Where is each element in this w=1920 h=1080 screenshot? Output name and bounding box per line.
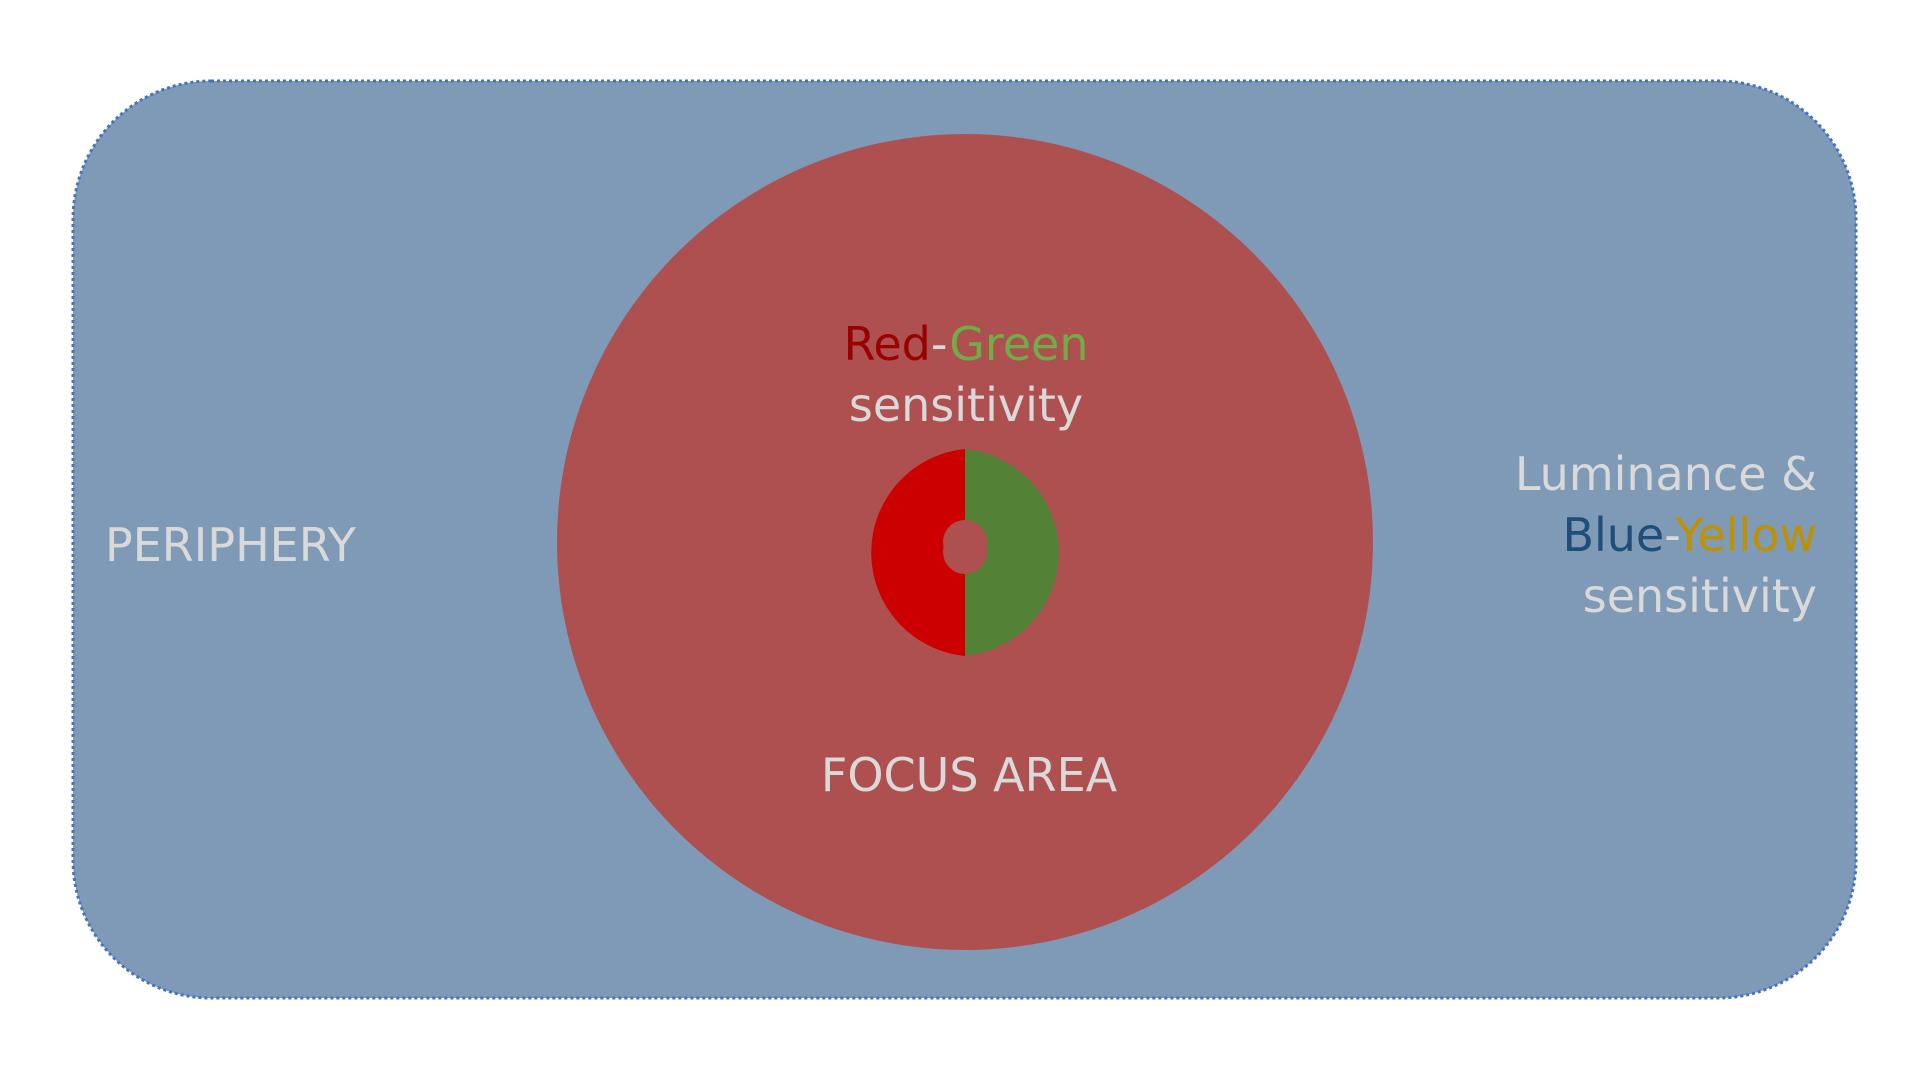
focus-area-label: FOCUS AREA — [820, 748, 1118, 802]
fovea-center-hole — [943, 530, 987, 574]
fovea-ring-green-half — [965, 449, 1059, 656]
blue-yellow-line: Blue-Yellow — [1515, 505, 1817, 566]
rg-separator: - — [930, 317, 950, 371]
red-word: Red — [843, 317, 931, 371]
rg-sensitivity-word: sensitivity — [848, 378, 1084, 432]
lby-sensitivity-word: sensitivity — [1582, 569, 1817, 623]
luminance-blue-yellow-sensitivity-text: Luminance & Blue-Yellow sensitivity — [1515, 444, 1817, 627]
red-green-line: Red-Green — [766, 314, 1166, 375]
green-word: Green — [949, 317, 1089, 371]
red-green-sensitivity-text: Red-Green sensitivity — [766, 314, 1166, 436]
periphery-label: PERIPHERY — [105, 518, 356, 572]
fovea-ring-red-half — [871, 449, 965, 656]
yellow-word: Yellow — [1675, 508, 1817, 562]
luminance-line: Luminance & — [1514, 447, 1817, 501]
blue-word: Blue — [1562, 508, 1665, 562]
by-separator: - — [1664, 508, 1676, 562]
